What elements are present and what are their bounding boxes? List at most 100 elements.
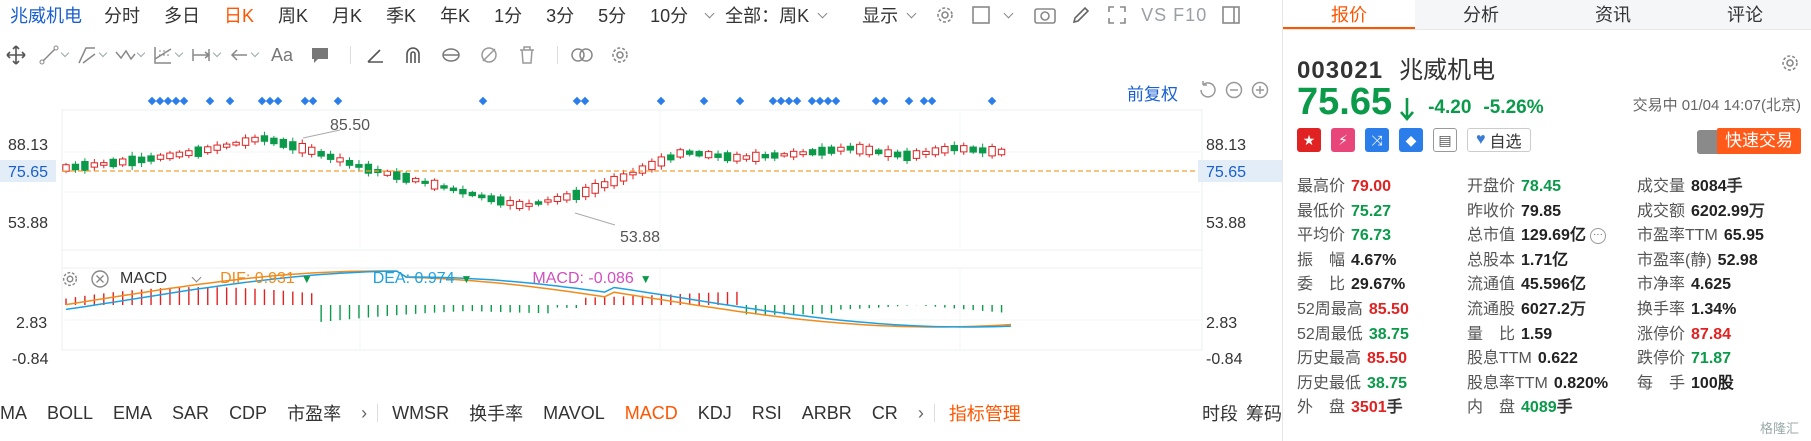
period-multiday[interactable]: 多日 (164, 6, 200, 26)
tab-news[interactable]: 资讯 (1595, 5, 1631, 25)
event-diamond-icon[interactable] (163, 96, 173, 106)
zoom-out-icon[interactable] (1224, 80, 1244, 100)
period-intraday[interactable]: 分时 (104, 6, 140, 26)
indicator-cr[interactable]: CR (871, 402, 898, 423)
period-yearly[interactable]: 年K (440, 6, 471, 26)
tab-comments[interactable]: 评论 (1727, 5, 1763, 25)
layout-square-icon[interactable] (968, 2, 994, 28)
event-diamond-icon[interactable] (879, 96, 889, 106)
event-diamond-icon[interactable] (815, 96, 825, 106)
magnet-icon[interactable] (397, 41, 429, 69)
event-diamond-icon[interactable] (823, 96, 833, 106)
event-diamond-icon[interactable] (147, 96, 157, 106)
settings-icon[interactable] (604, 41, 636, 69)
indicator-kdj[interactable]: KDJ (697, 402, 732, 423)
price-adjust-toggle[interactable]: 前复权 (1127, 85, 1178, 104)
event-diamond-icon[interactable] (792, 96, 802, 106)
event-diamond-icon[interactable] (265, 96, 275, 106)
vs-f10-button[interactable]: VS F10 (1141, 4, 1208, 25)
event-diamond-icon[interactable] (171, 96, 181, 106)
fullscreen-icon[interactable] (1104, 2, 1130, 28)
tab-analysis[interactable]: 分析 (1463, 5, 1499, 25)
reset-icon[interactable] (1198, 80, 1218, 100)
period-monthly[interactable]: 月K (332, 6, 363, 26)
close-icon[interactable] (90, 269, 110, 289)
event-diamond-icon[interactable] (580, 96, 590, 106)
event-diamond-icon[interactable] (300, 96, 310, 106)
settings-icon[interactable] (60, 269, 80, 289)
trash-icon[interactable] (511, 41, 543, 69)
shuffle-icon[interactable]: ⤨ (1365, 128, 1389, 152)
indicator-pe[interactable]: 市盈率 (287, 404, 342, 424)
note-icon[interactable]: ▤ (1433, 128, 1457, 152)
settings-icon[interactable] (1779, 52, 1801, 74)
arrow-tool-icon[interactable] (228, 41, 260, 69)
event-diamond-icon[interactable] (478, 96, 488, 106)
move-icon[interactable] (0, 41, 32, 69)
lock-eye-icon[interactable] (435, 41, 467, 69)
event-diamond-icon[interactable] (904, 96, 914, 106)
event-diamond-icon[interactable] (919, 96, 929, 106)
chevron-down-icon[interactable] (704, 8, 715, 18)
fib-tool-icon[interactable] (152, 41, 184, 69)
hot-icon[interactable]: ⚡ (1331, 128, 1355, 152)
indicator-ema[interactable]: EMA (113, 402, 153, 423)
wave-tool-icon[interactable] (114, 41, 146, 69)
pencil-icon[interactable] (1068, 2, 1094, 28)
text-tool-icon[interactable]: Aa (270, 44, 294, 65)
stock-name[interactable]: 兆威机电 (10, 6, 82, 26)
indicator-boll[interactable]: BOLL (47, 402, 94, 423)
event-markers[interactable] (147, 96, 997, 106)
quick-trade-button[interactable]: 快速交易 (1717, 128, 1801, 154)
event-diamond-icon[interactable] (656, 96, 666, 106)
event-diamond-icon[interactable] (225, 96, 235, 106)
macd-indicator-name[interactable]: MACD (120, 270, 168, 287)
event-diamond-icon[interactable] (987, 96, 997, 106)
more-icon[interactable]: ··· (1589, 227, 1606, 244)
indicator-turnover[interactable]: 换手率 (469, 404, 524, 424)
indicator-manager[interactable]: 指标管理 (948, 404, 1021, 424)
period-1min[interactable]: 1分 (494, 6, 523, 26)
line-tool-icon[interactable] (38, 41, 70, 69)
period-5min[interactable]: 5分 (598, 6, 627, 26)
china-flag-icon[interactable]: ★ (1297, 128, 1321, 152)
measure-tool-icon[interactable] (190, 41, 222, 69)
chevron-right-icon[interactable]: › (361, 402, 368, 423)
event-diamond-icon[interactable] (155, 96, 165, 106)
add-watchlist-button[interactable]: ♥ 自选 (1467, 128, 1531, 152)
compare-icon[interactable] (566, 41, 598, 69)
event-diamond-icon[interactable] (273, 96, 283, 106)
event-diamond-icon[interactable] (927, 96, 937, 106)
hide-drawings-icon[interactable] (473, 41, 505, 69)
kline-chart[interactable]: 88.13 75.65 53.88 88.13 75.65 53.88 85.5… (0, 90, 1282, 390)
period-daily[interactable]: 日K (224, 6, 255, 26)
event-diamond-icon[interactable] (179, 96, 189, 106)
period-quarterly[interactable]: 季K (386, 6, 417, 26)
chevron-down-icon[interactable] (191, 272, 202, 282)
indicator-ma[interactable]: MA (0, 402, 27, 423)
angle-tool-icon[interactable] (359, 41, 391, 69)
indicator-mavol[interactable]: MAVOL (543, 402, 605, 423)
tag-icon[interactable]: ◆ (1399, 128, 1423, 152)
period-3min[interactable]: 3分 (546, 6, 575, 26)
panel-toggle-icon[interactable] (1218, 2, 1244, 28)
tab-quote[interactable]: 报价 (1283, 0, 1415, 29)
session-button[interactable]: 时段 (1202, 404, 1238, 424)
event-diamond-icon[interactable] (308, 96, 318, 106)
event-diamond-icon[interactable] (699, 96, 709, 106)
indicator-arbr[interactable]: ARBR (801, 402, 852, 423)
chevron-right-icon[interactable]: › (917, 402, 924, 423)
event-diamond-icon[interactable] (735, 96, 745, 106)
indicator-cdp[interactable]: CDP (229, 402, 268, 423)
indicator-rsi[interactable]: RSI (751, 402, 782, 423)
event-diamond-icon[interactable] (776, 96, 786, 106)
event-diamond-icon[interactable] (807, 96, 817, 106)
camera-icon[interactable] (1032, 2, 1058, 28)
display-dropdown[interactable]: 显示 (852, 2, 927, 28)
period-weekly[interactable]: 周K (278, 6, 309, 26)
event-diamond-icon[interactable] (572, 96, 582, 106)
indicator-macd[interactable]: MACD (624, 402, 678, 423)
event-diamond-icon[interactable] (871, 96, 881, 106)
settings-icon[interactable] (932, 2, 958, 28)
chip-distribution-button[interactable]: 筹码 (1246, 404, 1282, 424)
